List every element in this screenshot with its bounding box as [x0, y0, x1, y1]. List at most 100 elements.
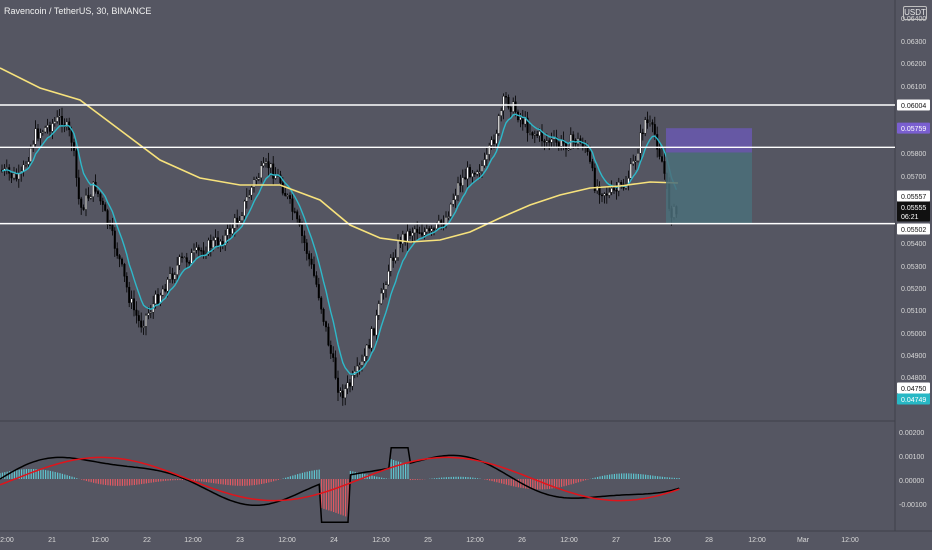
- candle-body: [634, 160, 637, 163]
- price-tick-label: 0.05000: [901, 331, 926, 338]
- candle-body: [639, 132, 642, 154]
- candle-body: [130, 298, 133, 303]
- candle-body: [646, 119, 649, 124]
- candle-body: [500, 110, 503, 116]
- candle-body: [447, 216, 450, 218]
- candle-body: [368, 344, 371, 349]
- candle-body: [284, 193, 287, 196]
- candle-body: [459, 182, 462, 186]
- candle-body: [166, 279, 169, 292]
- candle-body: [22, 164, 25, 172]
- candle-body: [113, 230, 116, 249]
- candle-body: [358, 365, 361, 367]
- candle-body: [473, 173, 476, 175]
- candle-body: [265, 161, 268, 164]
- candle-body: [161, 288, 164, 296]
- candle-body: [586, 146, 589, 152]
- candle-body: [649, 122, 652, 124]
- candle-body: [214, 237, 217, 241]
- time-label: 12:00: [278, 537, 296, 544]
- price-tag-label: 0.04750: [901, 386, 926, 393]
- candle-body: [75, 150, 78, 178]
- candle-body: [629, 163, 632, 179]
- candle-body: [128, 286, 131, 303]
- candle-body: [382, 289, 385, 294]
- candle-body: [656, 134, 659, 150]
- candle-body: [192, 250, 195, 253]
- candle-body: [341, 390, 344, 399]
- candle-body: [96, 191, 99, 195]
- candle-body: [416, 228, 419, 233]
- candle-body: [231, 227, 234, 234]
- candle-body: [291, 198, 294, 212]
- time-label: Mar: [797, 537, 810, 544]
- candle-body: [219, 241, 222, 246]
- price-tag-white: [897, 223, 930, 235]
- candle-body: [195, 247, 198, 251]
- candle-body: [320, 297, 323, 310]
- price-tag-white: [897, 382, 930, 394]
- candle-body: [44, 127, 47, 133]
- price-tag-label: 0.05759: [901, 126, 926, 133]
- candle-body: [82, 207, 85, 210]
- candle-body: [301, 224, 304, 236]
- candle-body: [380, 292, 383, 304]
- price-tick-label: 0.04800: [901, 375, 926, 382]
- candle-body: [29, 148, 32, 162]
- candle-body: [286, 195, 289, 197]
- candle-body: [154, 294, 157, 305]
- candle-body: [560, 139, 563, 147]
- currency-badge[interactable]: USDT: [903, 6, 927, 20]
- price-tick-label: 0.06100: [901, 84, 926, 91]
- candle-body: [406, 231, 409, 243]
- candle-body: [293, 211, 296, 213]
- candle-body: [538, 131, 541, 136]
- candle-body: [99, 193, 102, 202]
- candle-body: [598, 185, 601, 196]
- candle-body: [132, 298, 135, 311]
- candle-body: [377, 303, 380, 316]
- candle-body: [89, 196, 92, 199]
- time-label: 12:00: [841, 537, 859, 544]
- candle-body: [58, 115, 61, 118]
- candle-body: [481, 165, 484, 172]
- time-label: 22: [143, 537, 151, 544]
- candle-body: [344, 388, 347, 399]
- candle-body: [651, 122, 654, 125]
- time-label: 12:00: [184, 537, 202, 544]
- candle-body: [209, 240, 212, 248]
- osc-tick-label: -0.00100: [899, 502, 927, 509]
- candle-body: [572, 134, 575, 141]
- candle-body: [281, 182, 284, 194]
- candle-body: [411, 232, 414, 236]
- candle-body: [495, 133, 498, 144]
- price-tick-label: 0.05300: [901, 264, 926, 271]
- candle-body: [80, 198, 83, 208]
- candle-body: [173, 274, 176, 280]
- price-tick-label: 0.05800: [901, 151, 926, 158]
- price-tick-label: 0.05100: [901, 308, 926, 315]
- candle-body: [164, 288, 167, 292]
- candle-body: [469, 167, 472, 177]
- candle-body: [171, 273, 174, 280]
- candle-body: [401, 234, 404, 245]
- candle-body: [183, 257, 186, 259]
- candle-body: [207, 240, 210, 255]
- candle-body: [449, 203, 452, 217]
- candle-body: [435, 223, 438, 229]
- price-tag-label: 0.04749: [901, 397, 926, 404]
- candle-body: [77, 177, 80, 200]
- candle-body: [56, 116, 59, 122]
- candle-body: [413, 228, 416, 234]
- candle-body: [613, 188, 616, 191]
- candle-body: [589, 151, 592, 162]
- candle-body: [92, 181, 95, 197]
- price-tag-countdown: 06:21: [901, 214, 919, 221]
- candle-body: [457, 182, 460, 196]
- candle-body: [267, 161, 270, 169]
- candle-body: [313, 264, 316, 276]
- candle-body: [120, 258, 123, 265]
- candle-body: [65, 121, 68, 127]
- symbol-title: Ravencoin / TetherUS, 30, BINANCE: [4, 6, 152, 16]
